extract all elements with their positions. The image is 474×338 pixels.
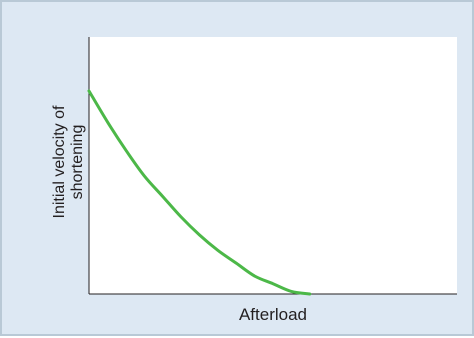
x-axis-label: Afterload (238, 305, 308, 324)
series-layer (87, 89, 312, 296)
plot-area (89, 37, 457, 294)
y-axis-label-line-1: Initial velocity of (51, 105, 68, 219)
series-line-0 (87, 89, 312, 296)
y-axis-label-line-2: shortening (69, 124, 86, 200)
y-axis-label: Initial velocity of shortening (51, 62, 87, 262)
